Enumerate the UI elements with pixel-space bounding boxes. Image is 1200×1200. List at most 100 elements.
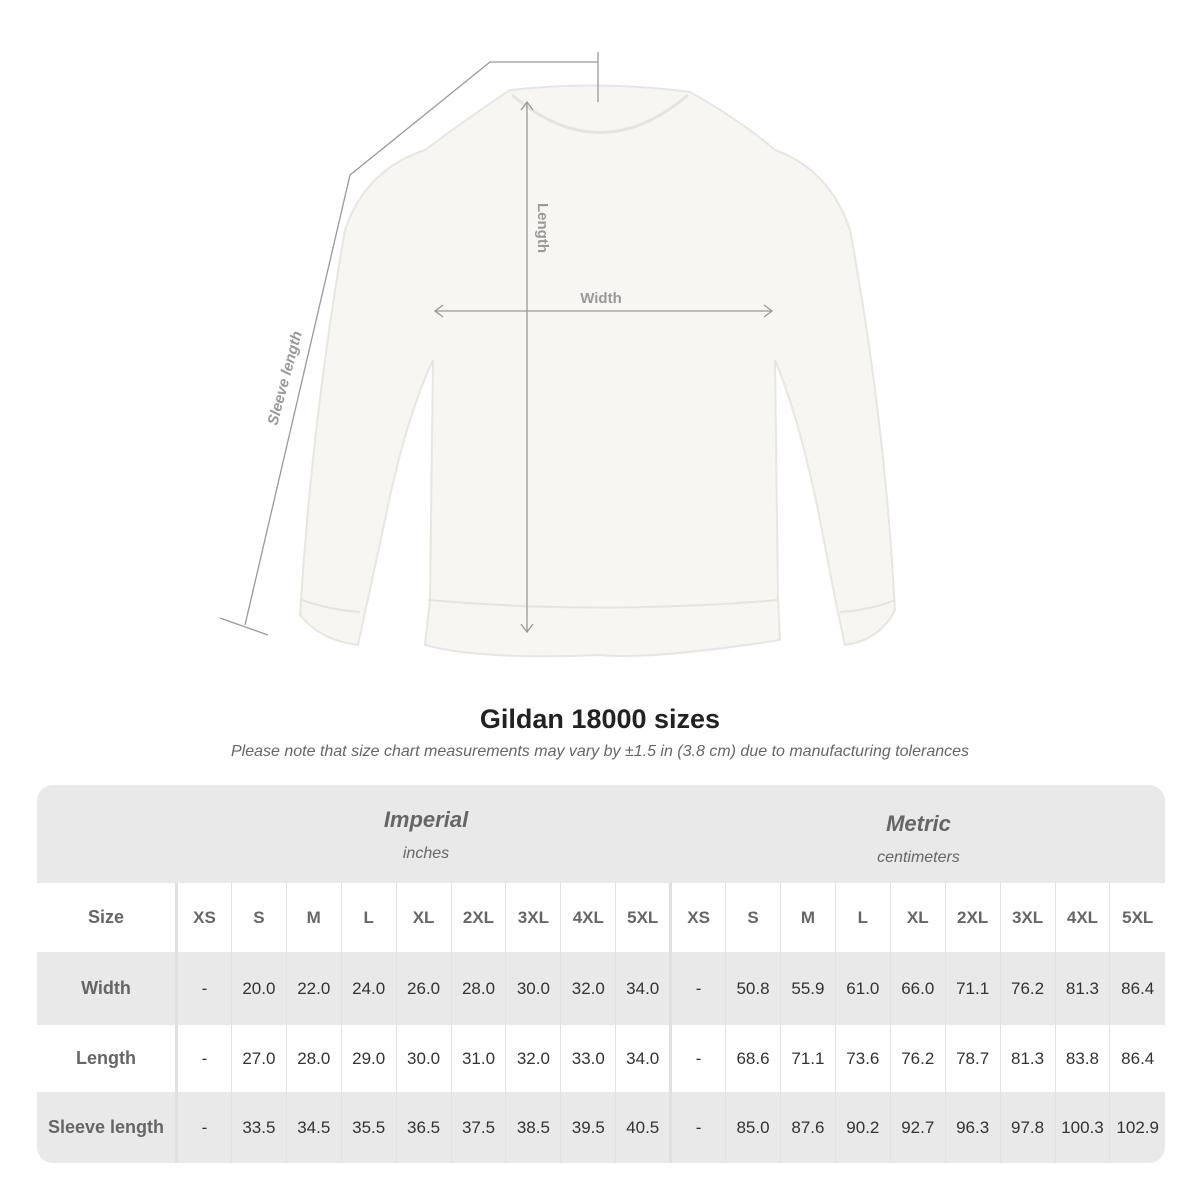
size-header-row: Size XS S M L XL 2XL 3XL 4XL 5XL XS S M L XL 2XL 3XL 4XL 5… <box>37 883 1165 952</box>
table-row: Width -20.0 22.0 24.0 26.0 28.0 30.0 32.0 34.0-5… <box>37 952 1165 1025</box>
imperial-cell: 34.0 <box>615 952 671 1025</box>
metric-cell: 87.6 <box>779 1092 836 1163</box>
imperial-cell: - <box>176 1025 232 1092</box>
imperial-cell: 38.5 <box>505 1092 561 1163</box>
imperial-cell: - <box>176 1092 232 1163</box>
waistband <box>427 599 779 609</box>
metric-cell: - <box>669 952 726 1025</box>
imperial-cell: 35.5 <box>340 1092 397 1163</box>
imperial-cell: 30.0 <box>505 952 561 1025</box>
size-table: Size XS S M L XL 2XL 3XL 4XL 5XL XS S M L XL 2XL 3XL 4XL 5… <box>37 883 1165 1163</box>
imperial-cell: - <box>176 952 232 1025</box>
imperial-cell: 32.0 <box>560 952 616 1025</box>
metric-cell: 68.6 <box>725 1025 781 1092</box>
imperial-cell: 37.5 <box>450 1092 506 1163</box>
metric-cell: 50.8 <box>725 952 781 1025</box>
metric-cell: - <box>669 1092 726 1163</box>
metric-cell: 73.6 <box>834 1025 891 1092</box>
table-row: Sleeve length -33.5 34.5 35.5 36.5 37.5 38.5 39… <box>37 1092 1165 1163</box>
metric-cell: 66.0 <box>889 952 946 1025</box>
imperial-unit: inches <box>402 845 450 862</box>
size-table-card: Imperial inches Metric centimeters Size X… <box>37 785 1165 1163</box>
metric-cell: 71.1 <box>944 952 1001 1025</box>
metric-header: Metric centimeters <box>672 811 1165 867</box>
imperial-cell: 24.0 <box>340 952 397 1025</box>
metric-title: Metric <box>886 811 951 836</box>
metric-size-header: S <box>725 883 781 952</box>
imperial-size-header: XS <box>176 883 232 952</box>
metric-cell: 76.2 <box>889 1025 946 1092</box>
metric-size-header: 4XL <box>1054 883 1110 952</box>
collar <box>511 93 689 134</box>
metric-cell: 71.1 <box>779 1025 836 1092</box>
unit-header-band <box>37 785 1165 883</box>
metric-size-header: 2XL <box>944 883 1001 952</box>
metric-size-header: L <box>834 883 891 952</box>
metric-cell: 76.2 <box>999 952 1055 1025</box>
metric-cell: 61.0 <box>834 952 891 1025</box>
imperial-size-header: 2XL <box>450 883 506 952</box>
imperial-cell: 20.0 <box>230 952 287 1025</box>
imperial-cell: 34.0 <box>615 1025 671 1092</box>
metric-cell: 83.8 <box>1054 1025 1110 1092</box>
metric-cell: 90.2 <box>834 1092 891 1163</box>
imperial-cell: 29.0 <box>340 1025 397 1092</box>
imperial-size-header: M <box>285 883 342 952</box>
metric-cell: 97.8 <box>999 1092 1055 1163</box>
imperial-size-header: L <box>340 883 397 952</box>
metric-unit: centimeters <box>877 849 960 866</box>
metric-cell: 86.4 <box>1109 1025 1165 1092</box>
metric-cell: 81.3 <box>1054 952 1110 1025</box>
imperial-cell: 34.5 <box>285 1092 342 1163</box>
metric-cell: 96.3 <box>944 1092 1001 1163</box>
imperial-cell: 33.5 <box>230 1092 287 1163</box>
imperial-cell: 40.5 <box>615 1092 671 1163</box>
metric-cell: 92.7 <box>889 1092 946 1163</box>
metric-cell: 86.4 <box>1109 952 1165 1025</box>
imperial-cell: 39.5 <box>560 1092 616 1163</box>
metric-cell: 102.9 <box>1109 1092 1165 1163</box>
imperial-cell: 28.0 <box>450 952 506 1025</box>
table-row: Length -27.0 28.0 29.0 30.0 31.0 32.0 33.0 34.0-… <box>37 1025 1165 1092</box>
metric-size-header: XS <box>669 883 726 952</box>
cuff-left <box>301 599 361 613</box>
metric-cell: 55.9 <box>779 952 836 1025</box>
metric-cell: - <box>669 1025 726 1092</box>
metric-size-header: M <box>779 883 836 952</box>
imperial-header: Imperial inches <box>180 807 672 863</box>
imperial-size-header: XL <box>395 883 452 952</box>
length-label: Length <box>534 203 551 253</box>
tolerance-note: Please note that size chart measurements… <box>230 743 970 760</box>
width-label: Width <box>580 290 622 307</box>
imperial-size-header: 3XL <box>505 883 561 952</box>
sweatshirt-body <box>298 84 897 658</box>
row-label: Sleeve length <box>37 1092 178 1163</box>
sweatshirt-illustration: Length Width Sleeve length <box>219 52 897 658</box>
sleeve-length-line <box>244 61 598 626</box>
imperial-cell: 26.0 <box>395 952 452 1025</box>
imperial-cell: 27.0 <box>230 1025 287 1092</box>
imperial-cell: 36.5 <box>395 1092 452 1163</box>
metric-cell: 78.7 <box>944 1025 1001 1092</box>
metric-size-header: 3XL <box>999 883 1055 952</box>
imperial-size-header: S <box>230 883 287 952</box>
metric-cell: 85.0 <box>725 1092 781 1163</box>
metric-size-header: 5XL <box>1109 883 1165 952</box>
sleeve-length-label: Sleeve length <box>264 329 305 427</box>
imperial-cell: 32.0 <box>505 1025 561 1092</box>
metric-size-header: XL <box>889 883 946 952</box>
imperial-size-header: 4XL <box>560 883 616 952</box>
metric-cell: 100.3 <box>1054 1092 1110 1163</box>
cuff-right <box>839 599 896 613</box>
imperial-cell: 28.0 <box>285 1025 342 1092</box>
imperial-size-header: 5XL <box>615 883 671 952</box>
imperial-cell: 30.0 <box>395 1025 452 1092</box>
size-header-label: Size <box>37 883 178 952</box>
metric-cell: 81.3 <box>999 1025 1055 1092</box>
page-title: Gildan 18000 sizes <box>479 704 721 734</box>
row-label: Length <box>37 1025 178 1092</box>
row-label: Width <box>37 952 178 1025</box>
imperial-cell: 33.0 <box>560 1025 616 1092</box>
imperial-cell: 22.0 <box>285 952 342 1025</box>
imperial-cell: 31.0 <box>450 1025 506 1092</box>
